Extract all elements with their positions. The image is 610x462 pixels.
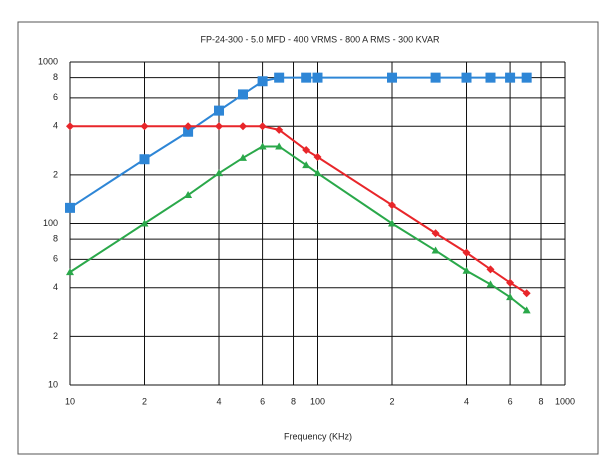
marker <box>462 248 471 257</box>
y-tick-label: 6 <box>53 254 58 264</box>
marker <box>486 265 495 274</box>
marker <box>275 142 284 150</box>
x-tick-label: 100 <box>310 396 325 406</box>
y-tick-label: 100 <box>43 218 58 228</box>
marker <box>140 122 149 131</box>
y-tick-label: 4 <box>53 121 58 131</box>
marker <box>274 72 285 83</box>
chart-title: FP-24-300 - 5.0 MFD - 400 VRMS - 800 A R… <box>201 34 440 44</box>
x-tick-label: 8 <box>539 396 544 406</box>
x-tick-label: 6 <box>508 396 513 406</box>
marker <box>505 72 516 83</box>
marker <box>183 126 194 137</box>
y-tick-label: 2 <box>53 169 58 179</box>
x-tick-label: 6 <box>260 396 265 406</box>
marker <box>258 142 267 150</box>
y-tick-label: 8 <box>53 234 58 244</box>
marker <box>275 125 284 134</box>
marker <box>238 153 247 161</box>
y-tick-label: 8 <box>53 72 58 82</box>
chart-frame <box>17 21 599 455</box>
marker <box>522 306 531 314</box>
marker <box>302 146 311 155</box>
marker <box>237 89 248 100</box>
marker <box>215 169 224 177</box>
marker <box>238 122 247 131</box>
x-tick-label: 4 <box>217 396 222 406</box>
marker <box>506 293 515 301</box>
y-tick-label: 10 <box>48 379 58 389</box>
marker <box>258 122 267 131</box>
marker <box>431 246 440 254</box>
marker <box>65 202 75 213</box>
marker <box>184 122 193 131</box>
marker <box>302 161 311 169</box>
marker <box>430 72 441 83</box>
marker <box>214 105 225 116</box>
marker <box>522 289 531 298</box>
marker <box>66 122 74 131</box>
x-tick-label: 4 <box>464 396 469 406</box>
marker <box>140 219 149 227</box>
marker <box>139 154 150 165</box>
marker <box>387 72 398 83</box>
marker <box>257 76 268 87</box>
y-tick-label: 1000 <box>38 56 58 66</box>
marker <box>184 191 193 199</box>
marker <box>485 72 496 83</box>
y-tick-label: 6 <box>53 92 58 102</box>
x-tick-label: 2 <box>389 396 394 406</box>
marker <box>521 72 532 83</box>
y-tick-label: 2 <box>53 331 58 341</box>
marker <box>313 169 322 177</box>
marker <box>506 278 515 287</box>
marker <box>66 268 74 276</box>
marker <box>312 72 323 83</box>
x-tick-label: 10 <box>65 396 75 406</box>
x-tick-label: 2 <box>142 396 147 406</box>
marker <box>462 266 471 274</box>
x-tick-label: 8 <box>291 396 296 406</box>
x-axis-label: Frequency (KHz) <box>284 431 352 441</box>
marker <box>313 153 322 162</box>
marker <box>431 229 440 238</box>
x-tick-label: 1000 <box>555 396 575 406</box>
marker <box>486 280 495 288</box>
y-tick-label: 4 <box>53 282 58 292</box>
marker <box>461 72 472 83</box>
marker <box>301 72 312 83</box>
marker <box>388 219 397 227</box>
marker <box>388 201 397 210</box>
marker <box>215 122 224 131</box>
